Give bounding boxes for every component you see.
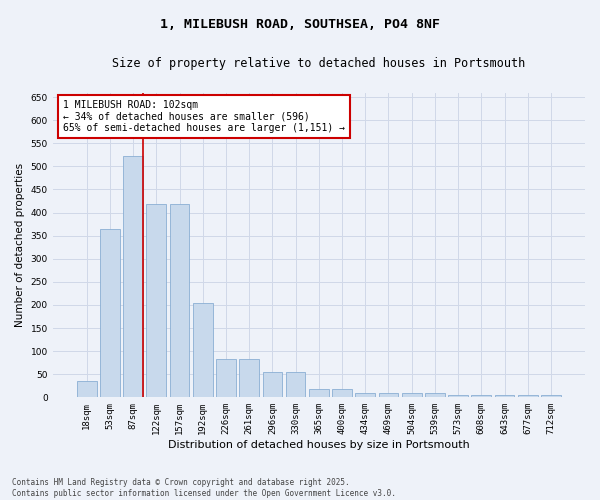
Bar (170, 204, 190, 398)
Bar (216, 358, 236, 398)
Bar (541, 395, 561, 398)
Bar (286, 372, 305, 398)
Bar (472, 396, 491, 398)
Text: 1, MILEBUSH ROAD, SOUTHSEA, PO4 8NF: 1, MILEBUSH ROAD, SOUTHSEA, PO4 8NF (160, 18, 440, 30)
Bar (425, 393, 445, 398)
Bar (193, 302, 212, 398)
Title: Size of property relative to detached houses in Portsmouth: Size of property relative to detached ho… (112, 58, 526, 70)
Bar (146, 204, 166, 398)
Bar (309, 389, 329, 398)
Y-axis label: Number of detached properties: Number of detached properties (15, 163, 25, 327)
Bar (379, 393, 398, 398)
Bar (355, 392, 375, 398)
Bar (123, 156, 143, 398)
Text: 1 MILEBUSH ROAD: 102sqm
← 34% of detached houses are smaller (596)
65% of semi-d: 1 MILEBUSH ROAD: 102sqm ← 34% of detache… (64, 100, 346, 134)
Bar (494, 396, 514, 398)
Bar (332, 389, 352, 398)
Bar (518, 396, 538, 398)
Bar (100, 229, 120, 398)
Bar (263, 372, 282, 398)
Bar (448, 395, 468, 398)
Bar (239, 358, 259, 398)
Bar (402, 393, 422, 398)
X-axis label: Distribution of detached houses by size in Portsmouth: Distribution of detached houses by size … (168, 440, 470, 450)
Text: Contains HM Land Registry data © Crown copyright and database right 2025.
Contai: Contains HM Land Registry data © Crown c… (12, 478, 396, 498)
Bar (77, 381, 97, 398)
